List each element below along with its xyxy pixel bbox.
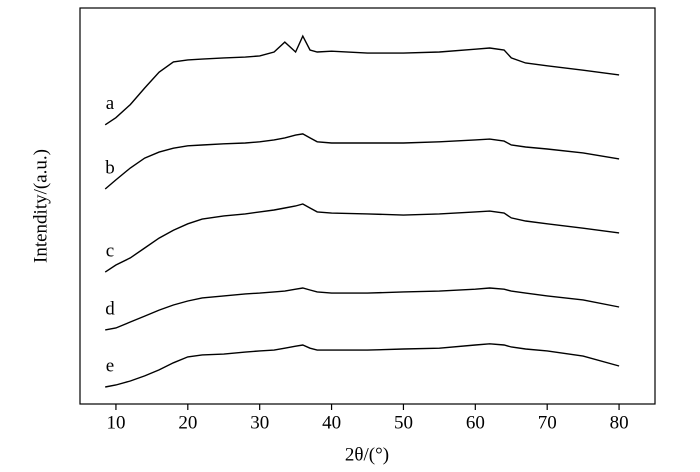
x-tick-label: 80 xyxy=(610,412,629,433)
curve-label: b xyxy=(105,157,115,178)
x-tick-label: 10 xyxy=(106,412,125,433)
y-axis-label: Intendity/(a.u.) xyxy=(30,149,51,263)
x-tick-label: 20 xyxy=(178,412,197,433)
curve-label: c xyxy=(106,240,114,261)
curve-label: e xyxy=(106,355,114,376)
curve-label: d xyxy=(105,298,115,319)
x-tick-label: 70 xyxy=(538,412,557,433)
curve-label: a xyxy=(106,93,115,114)
x-tick-label: 40 xyxy=(322,412,341,433)
x-tick-label: 60 xyxy=(466,412,485,433)
x-tick-label: 50 xyxy=(394,412,413,433)
x-tick-label: 30 xyxy=(250,412,269,433)
xrd-curve xyxy=(104,203,620,273)
x-axis-label: 2θ/(°) xyxy=(345,444,389,465)
xrd-curve xyxy=(104,34,620,126)
plot-frame xyxy=(79,7,656,405)
xrd-curve xyxy=(105,287,620,331)
xrd-curve xyxy=(104,133,620,190)
xrd-curve xyxy=(105,343,620,388)
